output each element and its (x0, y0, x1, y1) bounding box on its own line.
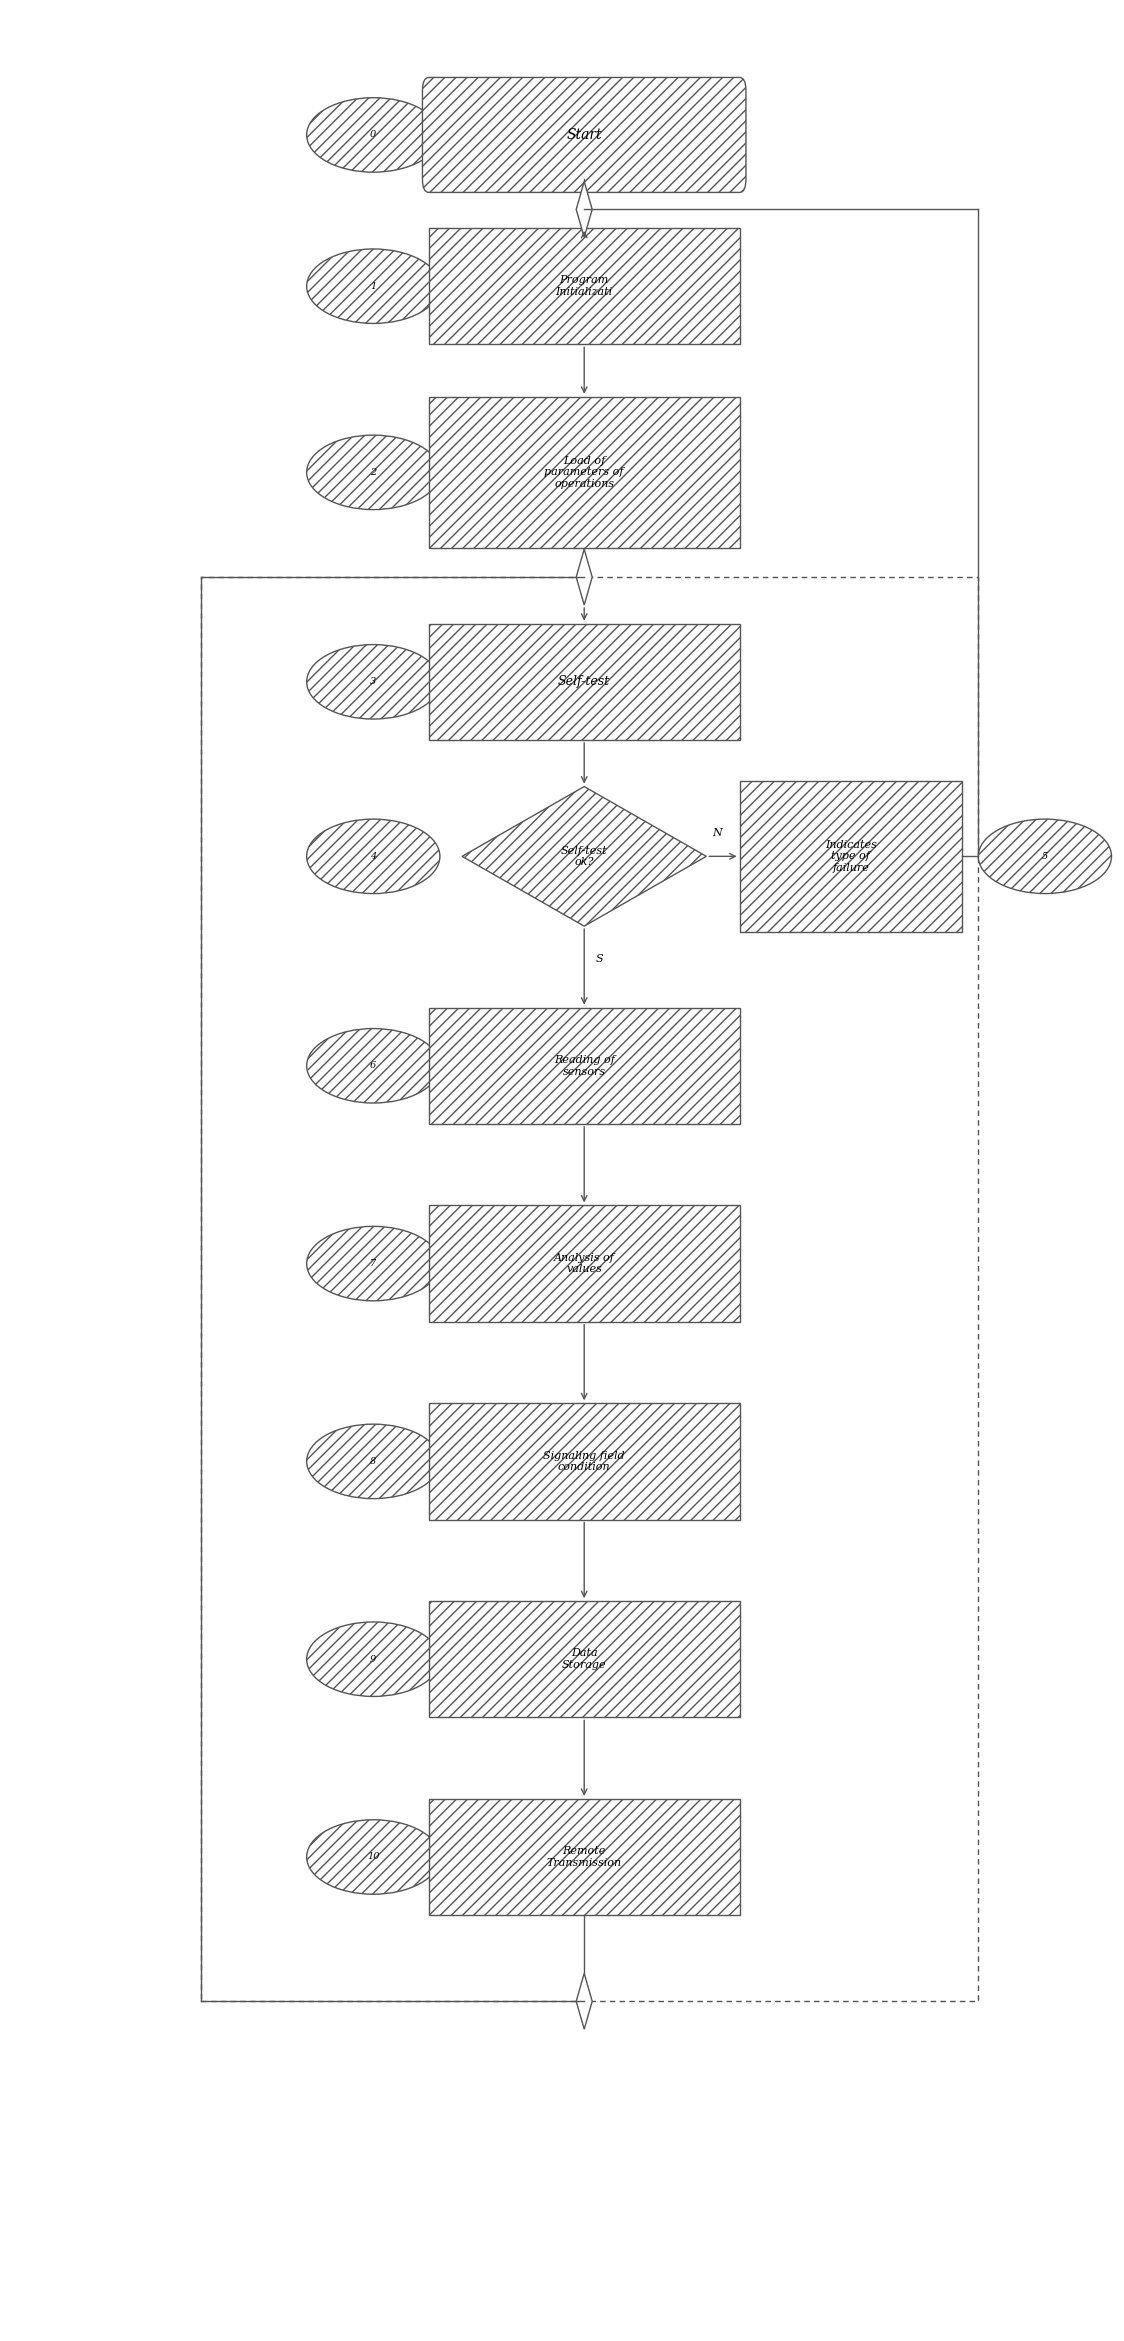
Text: N: N (711, 829, 722, 838)
Text: Reading of
sensors: Reading of sensors (554, 1056, 615, 1077)
Bar (201, 578, 978, 2002)
Ellipse shape (307, 819, 439, 894)
Ellipse shape (307, 644, 439, 719)
Text: 2: 2 (370, 468, 377, 478)
Text: Indicates
type of
failure: Indicates type of failure (825, 840, 877, 873)
Ellipse shape (307, 1622, 439, 1697)
FancyBboxPatch shape (423, 77, 746, 192)
Polygon shape (577, 183, 592, 236)
Text: 3: 3 (370, 677, 377, 686)
FancyBboxPatch shape (740, 780, 962, 932)
Text: Self-test
ok?: Self-test ok? (561, 845, 607, 866)
Text: 0: 0 (370, 131, 377, 140)
FancyBboxPatch shape (428, 1601, 740, 1718)
FancyBboxPatch shape (428, 1206, 740, 1323)
Text: Data
Storage: Data Storage (562, 1648, 607, 1669)
FancyBboxPatch shape (428, 623, 740, 740)
Ellipse shape (307, 1423, 439, 1498)
Polygon shape (462, 787, 706, 927)
Ellipse shape (307, 1028, 439, 1103)
Text: Remote
Transmission: Remote Transmission (546, 1847, 622, 1868)
Text: 6: 6 (370, 1060, 377, 1070)
Text: 9: 9 (370, 1655, 377, 1664)
Ellipse shape (978, 819, 1112, 894)
Text: 8: 8 (370, 1456, 377, 1465)
Ellipse shape (307, 98, 439, 173)
Text: 4: 4 (370, 852, 377, 861)
Ellipse shape (307, 248, 439, 323)
FancyBboxPatch shape (428, 1007, 740, 1124)
FancyBboxPatch shape (428, 396, 740, 548)
Text: Self-test: Self-test (559, 674, 610, 688)
Text: 1: 1 (370, 281, 377, 290)
FancyBboxPatch shape (428, 227, 740, 344)
FancyBboxPatch shape (428, 1402, 740, 1519)
Text: Signaling field
condition: Signaling field condition (543, 1451, 625, 1472)
Text: 7: 7 (370, 1259, 377, 1269)
Text: S: S (596, 955, 602, 964)
Text: 10: 10 (368, 1852, 380, 1861)
Ellipse shape (307, 435, 439, 510)
Text: Program
Initializati: Program Initializati (555, 276, 613, 297)
Polygon shape (577, 550, 592, 604)
Text: Analysis of
values: Analysis of values (554, 1252, 615, 1274)
Polygon shape (577, 1973, 592, 2030)
Text: 5: 5 (1042, 852, 1048, 861)
Ellipse shape (307, 1227, 439, 1302)
Ellipse shape (307, 1819, 439, 1894)
Text: Load of
parameters of
operations: Load of parameters of operations (544, 456, 624, 489)
FancyBboxPatch shape (428, 1798, 740, 1915)
Text: Start: Start (566, 129, 602, 143)
